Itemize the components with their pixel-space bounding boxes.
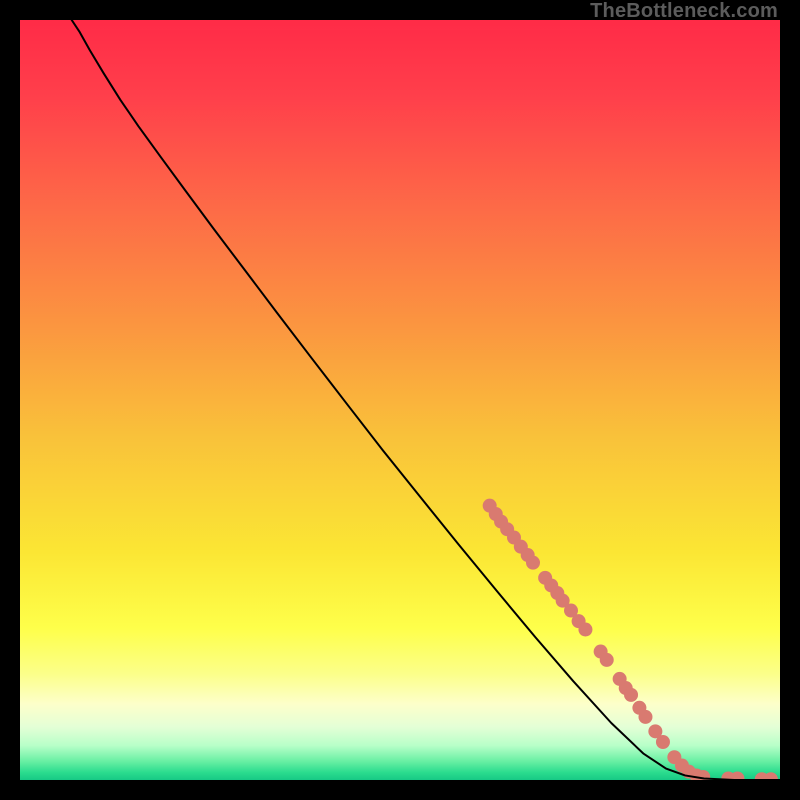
curve-marker [600, 653, 614, 667]
curve-marker [638, 710, 652, 724]
watermark-text: TheBottleneck.com [590, 0, 778, 23]
curve-marker [526, 556, 540, 570]
plot-background [20, 20, 780, 780]
curve-marker [624, 688, 638, 702]
chart-plot [20, 20, 780, 780]
chart-frame: TheBottleneck.com [0, 0, 800, 800]
curve-marker [656, 735, 670, 749]
curve-marker [578, 623, 592, 637]
